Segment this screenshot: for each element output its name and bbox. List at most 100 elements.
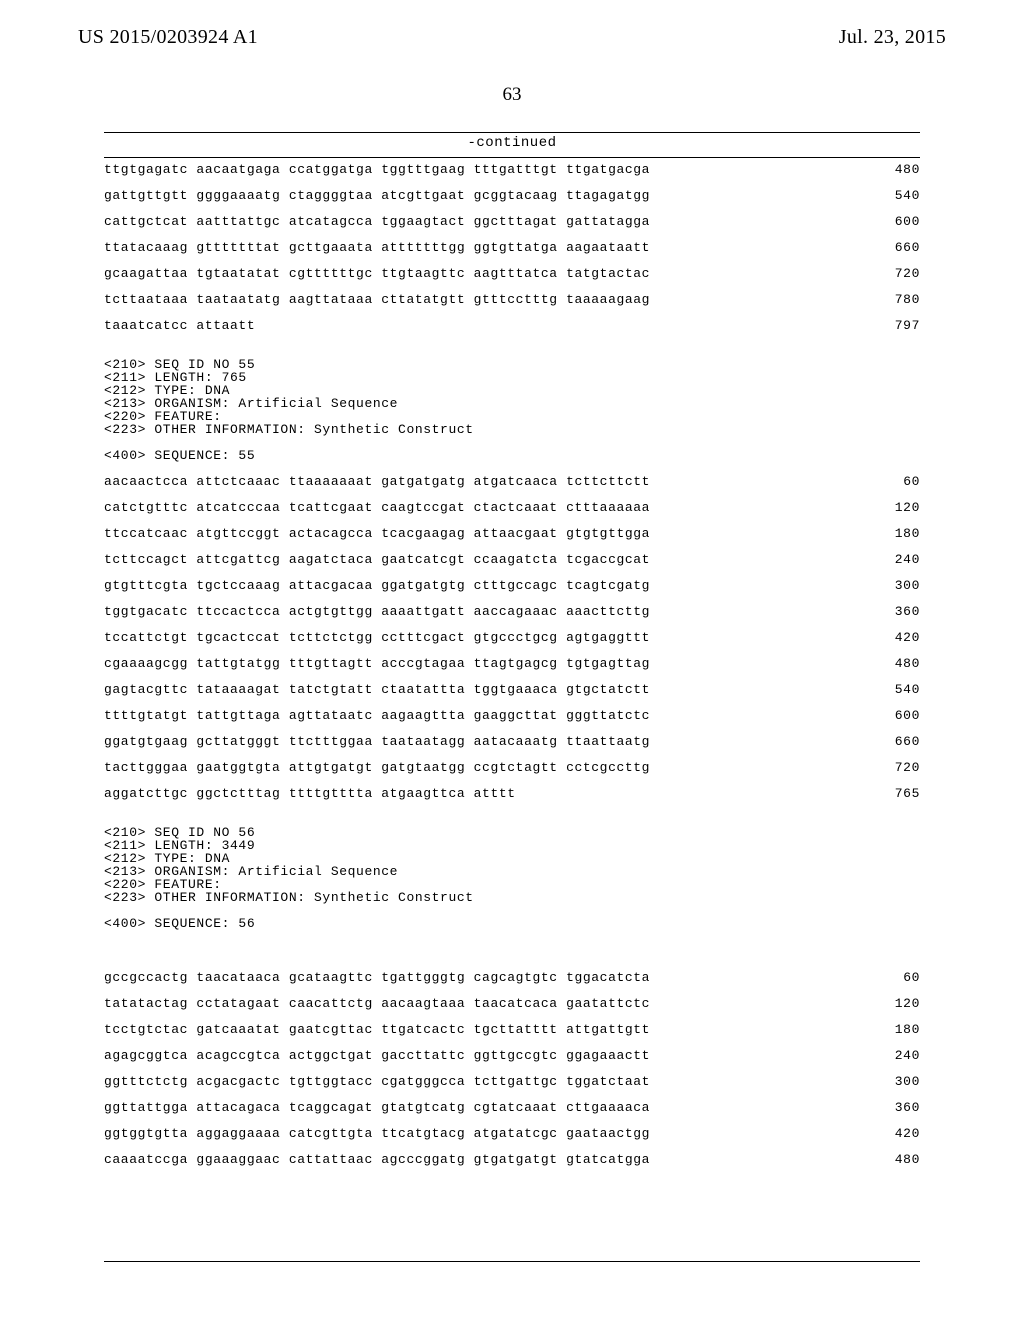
sequence-position: 240 [880, 553, 920, 566]
sequence-row: agagcggtca acagccgtca actggctgat gacctta… [104, 1049, 920, 1062]
sequence-row: tatatactag cctatagaat caacattctg aacaagt… [104, 997, 920, 1010]
sequence-bases: ttttgtatgt tattgttaga agttataatc aagaagt… [104, 709, 650, 722]
sequence-meta-line: <213> ORGANISM: Artificial Sequence [104, 865, 920, 878]
sequence-bases: cgaaaagcgg tattgtatgg tttgttagtt acccgta… [104, 657, 650, 670]
sequence-bases: tcctgtctac gatcaaatat gaatcgttac ttgatca… [104, 1023, 650, 1036]
sequence-position: 180 [880, 1023, 920, 1036]
sequence-row: ggtttctctg acgacgactc tgttggtacc cgatggg… [104, 1075, 920, 1088]
sequence-position: 797 [880, 319, 920, 332]
sequence-bases: agagcggtca acagccgtca actggctgat gacctta… [104, 1049, 650, 1062]
blank-line [104, 1166, 920, 1179]
sequence-position: 720 [880, 267, 920, 280]
sequence-bases: tccattctgt tgcactccat tcttctctgg cctttcg… [104, 631, 650, 644]
sequence-row: tccattctgt tgcactccat tcttctctgg cctttcg… [104, 631, 920, 644]
sequence-bases: catctgtttc atcatcccaa tcattcgaat caagtcc… [104, 501, 650, 514]
rule-bottom [104, 157, 920, 158]
sequence-bases: tggtgacatc ttccactcca actgtgttgg aaaattg… [104, 605, 650, 618]
sequence-position: 600 [880, 215, 920, 228]
sequence-position: 360 [880, 1101, 920, 1114]
sequence-bases: gcaagattaa tgtaatatat cgttttttgc ttgtaag… [104, 267, 650, 280]
sequence-row: aggatcttgc ggctctttag ttttgtttta atgaagt… [104, 787, 920, 800]
sequence-position: 660 [880, 241, 920, 254]
continued-label: -continued [104, 135, 920, 151]
sequence-row: gagtacgttc tataaaagat tatctgtatt ctaatat… [104, 683, 920, 696]
publication-number: US 2015/0203924 A1 [78, 26, 258, 49]
sequence-bases: tacttgggaa gaatggtgta attgtgatgt gatgtaa… [104, 761, 650, 774]
sequence-bases: tatatactag cctatagaat caacattctg aacaagt… [104, 997, 650, 1010]
sequence-meta-line: <400> SEQUENCE: 56 [104, 917, 920, 930]
sequence-bases: gtgtttcgta tgctccaaag attacgacaa ggatgat… [104, 579, 650, 592]
sequence-position: 180 [880, 527, 920, 540]
sequence-row: taaatcatcc attaatt 797 [104, 319, 920, 332]
rule-top [104, 132, 920, 133]
sequence-row: gcaagattaa tgtaatatat cgttttttgc ttgtaag… [104, 267, 920, 280]
sequence-bases: ttgtgagatc aacaatgaga ccatggatga tggtttg… [104, 163, 650, 176]
sequence-position: 540 [880, 189, 920, 202]
sequence-position: 120 [880, 501, 920, 514]
sequence-row: cgaaaagcgg tattgtatgg tttgttagtt acccgta… [104, 657, 920, 670]
sequence-bases: gattgttgtt ggggaaaatg ctaggggtaa atcgttg… [104, 189, 650, 202]
sequence-meta-line: <400> SEQUENCE: 55 [104, 449, 920, 462]
sequence-row: catctgtttc atcatcccaa tcattcgaat caagtcc… [104, 501, 920, 514]
sequence-position: 420 [880, 631, 920, 644]
sequence-row: ttgtgagatc aacaatgaga ccatggatga tggtttg… [104, 163, 920, 176]
sequence-row: ttttgtatgt tattgttaga agttataatc aagaagt… [104, 709, 920, 722]
blank-line [104, 332, 920, 345]
sequence-position: 60 [880, 971, 920, 984]
sequence-position: 360 [880, 605, 920, 618]
sequence-row: caaaatccga ggaaaggaac cattattaac agcccgg… [104, 1153, 920, 1166]
sequence-position: 420 [880, 1127, 920, 1140]
sequence-position: 765 [880, 787, 920, 800]
sequence-position: 300 [880, 579, 920, 592]
sequence-row: tcttccagct attcgattcg aagatctaca gaatcat… [104, 553, 920, 566]
publication-date: Jul. 23, 2015 [839, 26, 946, 49]
sequence-row: gattgttgtt ggggaaaatg ctaggggtaa atcgttg… [104, 189, 920, 202]
sequence-row: ggtggtgtta aggaggaaaa catcgttgta ttcatgt… [104, 1127, 920, 1140]
sequence-position: 60 [880, 475, 920, 488]
sequence-position: 240 [880, 1049, 920, 1062]
sequence-meta-line: <213> ORGANISM: Artificial Sequence [104, 397, 920, 410]
sequence-row: aacaactcca attctcaaac ttaaaaaaat gatgatg… [104, 475, 920, 488]
sequence-position: 300 [880, 1075, 920, 1088]
sequence-bases: cattgctcat aatttattgc atcatagcca tggaagt… [104, 215, 650, 228]
sequence-meta-line: <223> OTHER INFORMATION: Synthetic Const… [104, 891, 920, 904]
sequence-position: 720 [880, 761, 920, 774]
sequence-position: 600 [880, 709, 920, 722]
sequence-row: ttatacaaag gtttttttat gcttgaaata atttttt… [104, 241, 920, 254]
sequence-bases: aggatcttgc ggctctttag ttttgtttta atgaagt… [104, 787, 516, 800]
sequence-position: 480 [880, 1153, 920, 1166]
sequence-bases: ttccatcaac atgttccggt actacagcca tcacgaa… [104, 527, 650, 540]
sequence-bases: ggttattgga attacagaca tcaggcagat gtatgtc… [104, 1101, 650, 1114]
sequence-row: ggttattgga attacagaca tcaggcagat gtatgtc… [104, 1101, 920, 1114]
sequence-bases: ggtggtgtta aggaggaaaa catcgttgta ttcatgt… [104, 1127, 650, 1140]
sequence-position: 120 [880, 997, 920, 1010]
sequence-row: tcctgtctac gatcaaatat gaatcgttac ttgatca… [104, 1023, 920, 1036]
sequence-block-1: ttgtgagatc aacaatgaga ccatggatga tggtttg… [104, 163, 920, 930]
sequence-row: cattgctcat aatttattgc atcatagcca tggaagt… [104, 215, 920, 228]
blank-line [104, 800, 920, 813]
sequence-row: tacttgggaa gaatggtgta attgtgatgt gatgtaa… [104, 761, 920, 774]
sequence-row: gtgtttcgta tgctccaaag attacgacaa ggatgat… [104, 579, 920, 592]
sequence-bases: caaaatccga ggaaaggaac cattattaac agcccgg… [104, 1153, 650, 1166]
sequence-row: gccgccactg taacataaca gcataagttc tgattgg… [104, 971, 920, 984]
rule-end [104, 1261, 920, 1262]
sequence-bases: taaatcatcc attaatt [104, 319, 255, 332]
sequence-position: 660 [880, 735, 920, 748]
sequence-bases: ggatgtgaag gcttatgggt ttctttggaa taataat… [104, 735, 650, 748]
sequence-block-2: gccgccactg taacataaca gcataagttc tgattgg… [104, 971, 920, 1179]
sequence-bases: aacaactcca attctcaaac ttaaaaaaat gatgatg… [104, 475, 650, 488]
sequence-position: 540 [880, 683, 920, 696]
sequence-bases: ggtttctctg acgacgactc tgttggtacc cgatggg… [104, 1075, 650, 1088]
page-number: 63 [0, 84, 1024, 106]
sequence-bases: gccgccactg taacataaca gcataagttc tgattgg… [104, 971, 650, 984]
sequence-row: ggatgtgaag gcttatgggt ttctttggaa taataat… [104, 735, 920, 748]
sequence-position: 780 [880, 293, 920, 306]
sequence-row: tcttaataaa taataatatg aagttataaa cttatat… [104, 293, 920, 306]
sequence-row: tggtgacatc ttccactcca actgtgttgg aaaattg… [104, 605, 920, 618]
sequence-bases: tcttaataaa taataatatg aagttataaa cttatat… [104, 293, 650, 306]
continued-header: -continued [104, 132, 920, 158]
sequence-bases: ttatacaaag gtttttttat gcttgaaata atttttt… [104, 241, 650, 254]
sequence-bases: gagtacgttc tataaaagat tatctgtatt ctaatat… [104, 683, 650, 696]
sequence-bases: tcttccagct attcgattcg aagatctaca gaatcat… [104, 553, 650, 566]
sequence-position: 480 [880, 657, 920, 670]
